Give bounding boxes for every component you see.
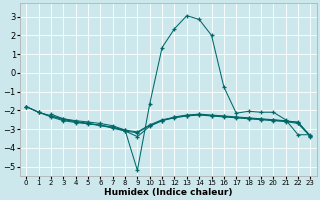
X-axis label: Humidex (Indice chaleur): Humidex (Indice chaleur) — [104, 188, 233, 197]
